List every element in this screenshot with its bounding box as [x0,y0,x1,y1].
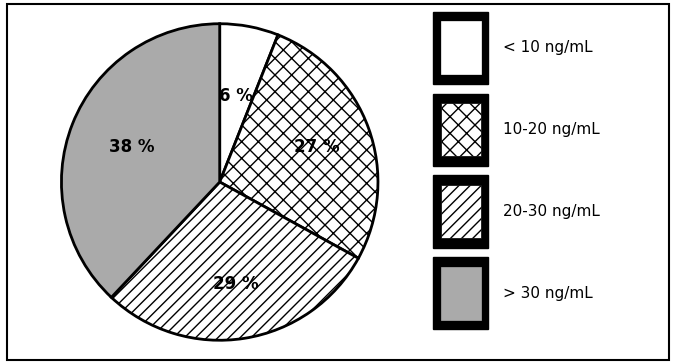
Text: 38 %: 38 % [109,138,154,156]
FancyBboxPatch shape [433,94,488,166]
FancyBboxPatch shape [433,175,488,248]
Text: < 10 ng/mL: < 10 ng/mL [504,40,593,55]
Text: 27 %: 27 % [293,138,339,156]
FancyBboxPatch shape [433,12,488,84]
FancyBboxPatch shape [441,267,481,320]
Text: 6 %: 6 % [219,87,253,106]
FancyBboxPatch shape [441,185,481,238]
Text: 10-20 ng/mL: 10-20 ng/mL [504,122,600,137]
Text: 29 %: 29 % [213,274,259,293]
Text: 20-30 ng/mL: 20-30 ng/mL [504,204,600,219]
FancyBboxPatch shape [441,103,481,156]
Wedge shape [220,24,278,182]
Wedge shape [112,182,358,340]
Wedge shape [62,24,220,297]
FancyBboxPatch shape [433,257,488,329]
Wedge shape [220,35,378,258]
FancyBboxPatch shape [441,21,481,74]
Text: > 30 ng/mL: > 30 ng/mL [504,286,593,301]
